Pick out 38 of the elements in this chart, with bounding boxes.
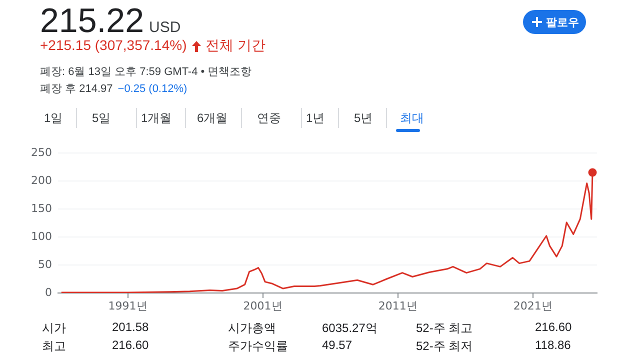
text: 연중 [257,110,281,127]
text: 주가수익률 [228,338,288,355]
text: 216.60 [535,320,572,334]
x-tick-label: 2011년 [378,299,418,312]
text: 폐장: 6월 13일 오후 7:59 GMT-4 • 면책조항 [40,65,252,79]
text: 49.57 [322,338,352,352]
text: +215.15 (307,357.14%) [40,37,187,53]
text: 시가총액 [228,320,276,337]
text: 6개월 [197,110,228,127]
y-tick-label: 200 [31,174,52,187]
text: −0.25 (0.12%) [118,83,188,95]
y-tick-label: 50 [38,258,52,271]
x-tick-label: 2021년 [513,299,552,312]
text: 201.58 [112,320,149,334]
text: 시가 [42,320,66,337]
text: 최고 [42,338,66,355]
x-tick-label: 1991년 [108,299,148,312]
text: 전체 기간 [206,37,266,55]
text: 1개월 [141,110,172,127]
text: 1일 [44,110,63,127]
text: 팔로우 [546,16,579,30]
text: 216.60 [112,338,149,352]
text: 118.86 [535,338,571,352]
text: 215.22 [40,2,144,40]
y-tick-label: 250 [31,146,52,159]
text: 5년 [354,110,373,127]
text: 최대 [400,110,424,127]
text: 5일 [92,110,111,127]
text: 6035.27억 [322,320,378,337]
text: USD [149,19,181,36]
text: 52-주 최고 [416,320,473,337]
y-tick-label: 100 [31,230,52,243]
text: 폐장 후 214.97 [40,82,113,96]
x-tick-label: 2001년 [243,299,282,312]
text: 1년 [306,110,325,127]
y-tick-label: 0 [45,286,52,299]
text: 52-주 최저 [416,338,473,355]
y-tick-label: 150 [31,202,52,215]
